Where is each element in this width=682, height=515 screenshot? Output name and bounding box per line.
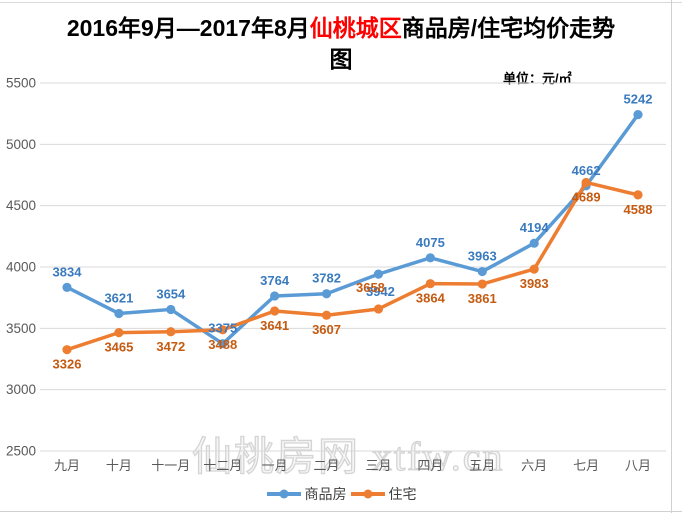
data-point [425, 253, 435, 263]
data-label: 3465 [104, 340, 133, 355]
data-point [62, 282, 72, 292]
chart-title-line2: 图 [329, 46, 353, 72]
data-label: 3861 [468, 291, 497, 306]
data-point [62, 345, 72, 355]
legend-label: 商品房 [304, 486, 347, 502]
data-point [529, 238, 539, 248]
x-tick-label: 七月 [573, 458, 599, 473]
x-tick-label: 八月 [625, 458, 651, 473]
data-point [425, 279, 435, 289]
data-label: 3834 [53, 264, 83, 279]
y-tick-label: 4500 [6, 198, 36, 213]
data-label: 3658 [356, 280, 385, 295]
data-point [373, 269, 384, 279]
data-point [166, 327, 176, 337]
unit-label: 单位：元/㎡ [503, 71, 572, 86]
y-tick-label: 4000 [6, 260, 36, 275]
y-tick-label: 3000 [6, 382, 36, 397]
line-dot-marker-icon [350, 489, 385, 499]
right-border-line [671, 0, 672, 513]
data-point [270, 306, 280, 316]
line-dot-marker-icon [266, 489, 301, 499]
x-tick-label: 四月 [417, 458, 443, 473]
data-label: 3782 [312, 271, 341, 286]
legend-item-zhuzhai: 住宅 [350, 484, 417, 504]
y-tick-label: 2500 [6, 444, 36, 459]
x-tick-label: 十一月 [151, 458, 190, 473]
y-tick-label: 5000 [6, 137, 36, 152]
legend-label: 住宅 [388, 486, 417, 502]
data-label: 3983 [520, 276, 549, 291]
data-point [114, 308, 124, 319]
bottom-border-line [0, 511, 682, 512]
data-point [218, 339, 228, 349]
y-axis-tick-labels: 2500 3000 3500 4000 4500 5000 5500 [6, 76, 36, 459]
x-tick-label: 十月 [106, 458, 132, 473]
data-point [477, 266, 487, 277]
data-label: 3764 [260, 273, 290, 288]
data-point [114, 328, 124, 338]
data-label: 5242 [624, 92, 653, 107]
series-labels-住宅: 3326 3465 3472 3488 3641 3607 3658 3864 3861 3983… [53, 189, 653, 371]
data-label: 3942 [366, 284, 395, 299]
data-label: 3326 [53, 357, 82, 372]
x-tick-label: 二月 [314, 458, 340, 473]
data-label: 3641 [260, 318, 289, 333]
chart-title: 2016年9月—2017年8月仙桃城区商品房/住宅均价走势 图 [0, 13, 682, 75]
data-point [373, 304, 384, 314]
data-point [633, 190, 643, 200]
data-label: 3607 [312, 322, 341, 337]
data-point [321, 289, 332, 299]
data-label: 3375 [208, 321, 237, 336]
legend-item-shangpinfang: 商品房 [266, 484, 347, 504]
data-label: 3864 [416, 291, 446, 306]
data-label: 3963 [468, 249, 497, 264]
data-point [321, 310, 332, 320]
data-point [477, 279, 487, 289]
x-tick-label: 十二月 [203, 458, 242, 473]
legend: 商品房 住宅 [0, 484, 682, 504]
top-border-line [0, 2, 682, 3]
data-point [633, 110, 643, 120]
x-axis-tick-labels: 九月 十月 十一月 十二月 一月 二月 三月 四月 五月 六月 七月 八月 [54, 458, 651, 473]
series-line [65, 112, 640, 346]
gridlines [40, 82, 666, 452]
series-住宅 [62, 177, 643, 355]
data-label: 3472 [156, 339, 185, 354]
series-labels-商品房: 3834 3621 3654 3375 3764 3782 3942 4075 3963 4194… [53, 92, 653, 336]
title-highlight: 仙桃城区 [309, 15, 402, 41]
data-point [581, 177, 591, 188]
data-point [270, 291, 280, 301]
x-tick-label: 五月 [469, 458, 495, 473]
chart-title-line1: 2016年9月—2017年8月仙桃城区商品房/住宅均价走势 [0, 13, 682, 44]
series-商品房 [62, 110, 643, 349]
data-point [529, 264, 539, 274]
data-label: 4689 [572, 189, 601, 204]
series-line [65, 180, 640, 352]
data-label: 4194 [520, 220, 550, 235]
data-label: 3488 [208, 337, 237, 352]
data-label: 4662 [572, 163, 601, 178]
x-tick-label: 六月 [521, 458, 547, 473]
title-prefix: 2016年9月—2017年8月 [66, 15, 310, 41]
y-tick-label: 3500 [6, 321, 36, 336]
data-label: 4588 [624, 202, 653, 217]
x-tick-label: 三月 [365, 458, 391, 473]
title-suffix: 商品房/住宅均价走势 [401, 15, 616, 41]
data-label: 4075 [416, 235, 445, 250]
data-label: 3621 [104, 290, 133, 305]
x-tick-label: 一月 [262, 458, 288, 473]
x-tick-label: 九月 [54, 458, 80, 473]
y-tick-label: 5500 [6, 76, 36, 91]
data-point [166, 304, 176, 315]
data-point [218, 325, 228, 335]
data-label: 3654 [156, 286, 186, 301]
